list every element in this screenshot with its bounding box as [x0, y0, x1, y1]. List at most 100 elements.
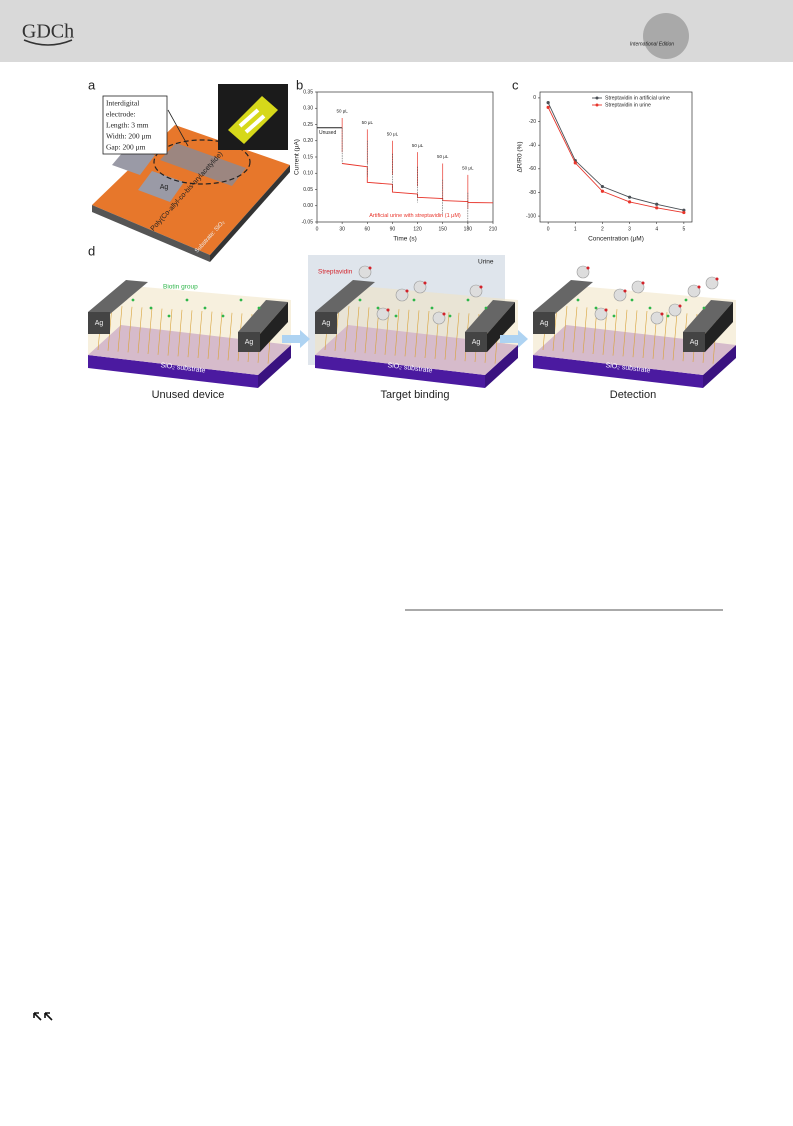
ag-label: Ag — [540, 320, 549, 327]
x-tick-label: 30 — [339, 226, 345, 232]
streptavidin-label: Streptavidin — [318, 269, 353, 276]
ag-block — [238, 332, 260, 352]
binding-site — [442, 312, 446, 316]
x-tick-label: 150 — [439, 226, 448, 232]
annotation: 50 μL — [387, 131, 399, 136]
binding-site — [697, 285, 701, 289]
biotin — [167, 314, 171, 318]
binding-site — [678, 304, 682, 308]
binding-site — [586, 266, 590, 270]
logo: GDCh — [22, 21, 74, 43]
ag-block — [533, 280, 593, 314]
polymer-chain — [612, 309, 618, 356]
biotin — [702, 306, 706, 310]
x-tick-label: 3 — [628, 226, 631, 232]
binding-site — [660, 312, 664, 316]
polymer-chain — [354, 306, 360, 353]
biotin — [684, 298, 688, 302]
biotin — [149, 306, 153, 310]
streptavidin — [613, 288, 627, 302]
data-point — [600, 184, 605, 189]
data-point — [546, 101, 550, 105]
electrode-label: Ag — [160, 184, 169, 191]
annotation: 50 μL — [437, 154, 449, 159]
polymer-chain — [177, 309, 183, 357]
streptavidin — [376, 307, 390, 321]
biotin — [484, 306, 488, 310]
polymer-chain — [672, 312, 678, 361]
binding-site — [641, 281, 645, 285]
data-point — [682, 208, 686, 212]
binding-site — [405, 289, 409, 293]
biotin — [576, 298, 580, 302]
series-line — [547, 102, 684, 211]
biotin — [430, 306, 434, 310]
y-tick-label: 0.25 — [303, 122, 313, 128]
logo-arc — [23, 39, 73, 46]
polymer-chain — [197, 310, 203, 359]
data-point — [600, 189, 605, 193]
polymer-chain — [187, 310, 193, 358]
caption: Target binding — [380, 389, 449, 401]
biotin — [412, 298, 416, 302]
polymer-chain — [364, 307, 370, 354]
x-axis-title: Time (s) — [393, 236, 417, 243]
biotin — [203, 306, 207, 310]
y-tick-label: -100 — [526, 213, 536, 219]
ag-block — [260, 302, 288, 352]
y-tick-label: 0.30 — [303, 106, 313, 112]
slab-side — [315, 355, 485, 388]
annotation: 50 μL — [462, 166, 474, 171]
ag-label: Ag — [245, 339, 254, 346]
x-tick-label: 4 — [655, 226, 658, 232]
x-tick-label: 60 — [365, 226, 371, 232]
data-point — [627, 195, 632, 199]
x-tick-label: 0 — [547, 226, 550, 232]
y-tick-label: 0.35 — [303, 89, 313, 95]
x-tick-label: 5 — [682, 226, 685, 232]
y-tick-label: 0 — [533, 95, 536, 101]
polymer-chain — [444, 312, 450, 360]
panel-label: a — [88, 77, 96, 92]
streptavidin — [687, 284, 701, 298]
polymer-chain — [137, 307, 143, 354]
biotin — [394, 314, 398, 318]
data-point — [682, 210, 686, 215]
slab-side — [485, 345, 518, 388]
legend-label: Streptavidin in artificial urine — [605, 95, 670, 101]
biotin — [648, 306, 652, 310]
y-tick-label: -20 — [529, 119, 536, 125]
streptavidin — [576, 265, 590, 279]
y-tick-label: 0.15 — [303, 154, 313, 160]
streptavidin — [432, 311, 446, 325]
data-point — [546, 105, 550, 109]
polymer-chain — [167, 309, 173, 356]
ag-label: Ag — [690, 339, 699, 346]
ag-block — [683, 332, 705, 352]
biotin — [466, 298, 470, 302]
streptavidin — [469, 284, 483, 298]
series-line — [547, 107, 684, 213]
polymer-chain — [632, 310, 638, 358]
legend-marker — [595, 103, 599, 107]
biotin — [666, 314, 670, 318]
x-tick-label: 120 — [413, 226, 422, 232]
streptavidin — [594, 307, 608, 321]
streptavidin — [650, 311, 664, 325]
urine-label: Urine — [478, 259, 494, 266]
polymer-chain — [642, 310, 648, 359]
badge-text: International Edition — [630, 41, 674, 47]
data-point — [655, 206, 659, 210]
electrode-spec: Length: 3 mm — [106, 121, 149, 130]
y-tick-label: 0.05 — [303, 187, 313, 193]
caption: Detection — [610, 389, 656, 401]
ag-block — [705, 302, 733, 352]
y-tick-label: -80 — [529, 190, 536, 196]
ag-block — [533, 312, 555, 334]
streptavidin — [668, 303, 682, 317]
x-axis-title: Concentration (μM) — [588, 236, 644, 243]
annotation: Unused — [319, 130, 336, 136]
y-tick-label: 0.10 — [303, 171, 313, 177]
ag-label: Ag — [472, 339, 481, 346]
data-point — [655, 202, 659, 206]
